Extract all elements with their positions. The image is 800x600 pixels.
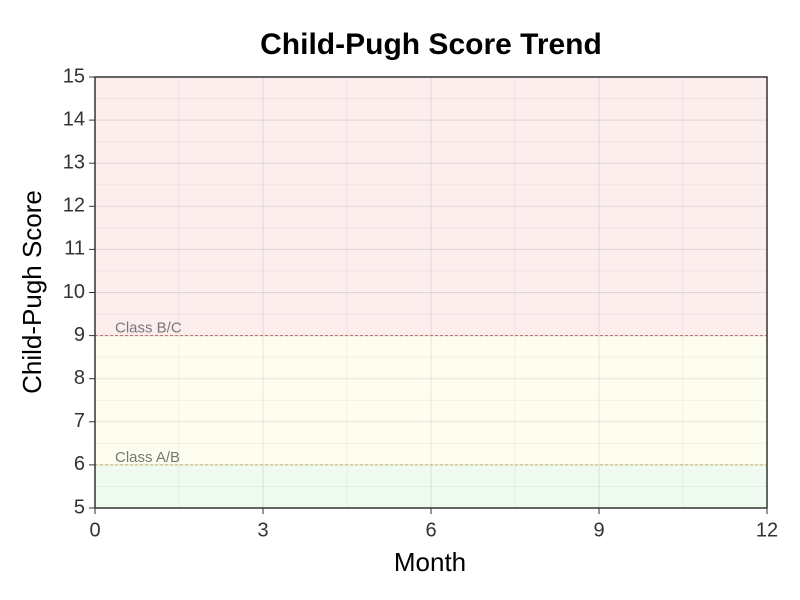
y-tick-label: 15 xyxy=(63,65,85,87)
x-tick-label: 9 xyxy=(593,519,604,541)
x-tick-label: 12 xyxy=(756,519,778,541)
band xyxy=(95,464,767,508)
plot-border xyxy=(94,76,768,509)
y-tick-label: 10 xyxy=(63,281,85,303)
x-tick-label: 0 xyxy=(89,519,100,541)
y-tick-label: 7 xyxy=(74,410,85,432)
x-tick-label: 6 xyxy=(425,519,436,541)
y-tick-label: 12 xyxy=(63,195,85,217)
band xyxy=(95,77,767,336)
y-tick-label: 11 xyxy=(64,238,85,260)
band xyxy=(95,335,767,465)
threshold-label: Class B/C xyxy=(115,320,182,337)
x-tick-label: 3 xyxy=(257,519,268,541)
x-axis-label: Month xyxy=(394,547,466,577)
y-tick-label: 9 xyxy=(74,324,85,346)
y-tick-label: 6 xyxy=(74,453,85,475)
y-tick-label: 8 xyxy=(74,367,85,389)
y-tick-label: 14 xyxy=(63,108,85,130)
chart-title: Child-Pugh Score Trend xyxy=(260,28,602,61)
y-tick-label: 5 xyxy=(74,496,85,518)
threshold-label: Class A/B xyxy=(115,449,180,466)
y-tick-label: 13 xyxy=(63,151,85,173)
y-axis-label: Child-Pugh Score xyxy=(17,190,47,394)
